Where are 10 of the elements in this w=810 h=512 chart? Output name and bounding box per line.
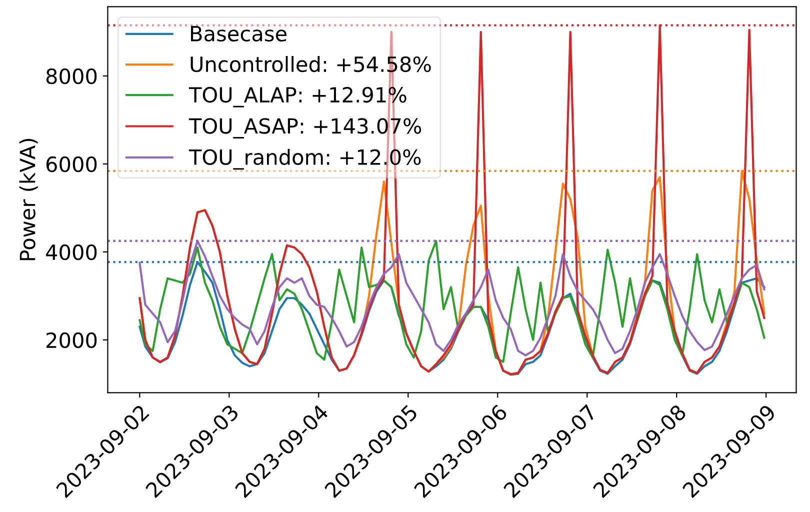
legend-label: Basecase [191, 26, 286, 42]
y-tick-label: 8000 [46, 68, 97, 84]
legend-label: TOU_random: +12.0% [188, 148, 421, 170]
legend-label: TOU_ASAP: +143.07% [188, 118, 422, 138]
y-tick-label: 2000 [46, 332, 97, 348]
legend-label: TOU_ALAP: +12.91% [188, 86, 406, 108]
legend-label: Uncontrolled: +54.58% [190, 56, 431, 72]
y-tick-label: 4000 [46, 244, 97, 260]
y-axis-title: Power (kVA) [19, 138, 38, 260]
y-tick-label: 6000 [46, 156, 97, 172]
